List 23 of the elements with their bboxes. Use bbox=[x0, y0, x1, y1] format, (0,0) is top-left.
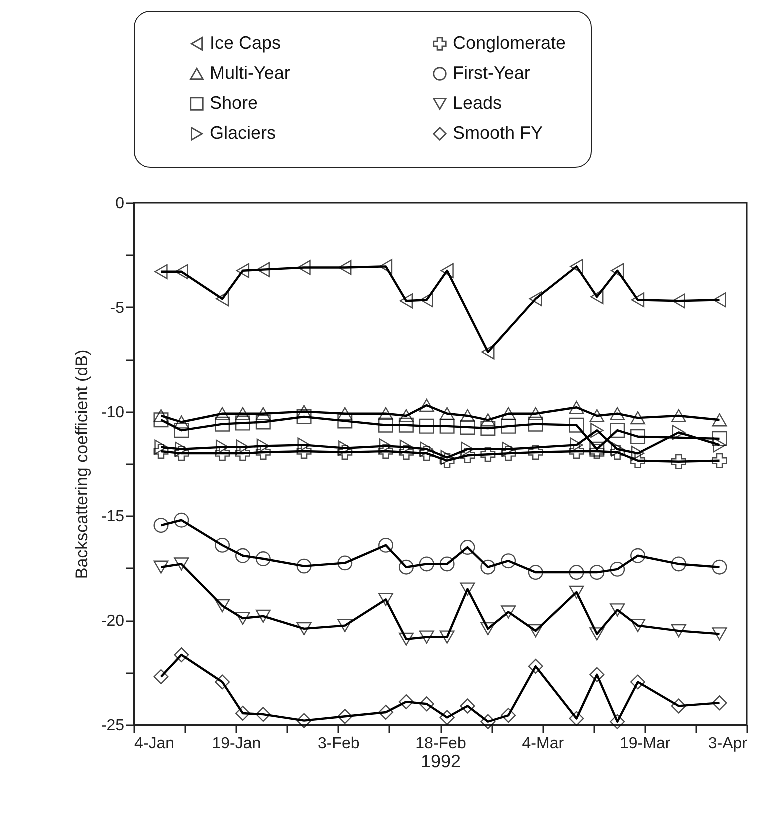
x-tick-label: 4-Jan bbox=[134, 736, 175, 752]
y-tick-label: -10 bbox=[101, 404, 125, 422]
y-axis-title: Backscattering coefficient (dB) bbox=[72, 350, 92, 580]
legend-label: Ice Caps bbox=[210, 33, 282, 53]
y-tick-label: -5 bbox=[110, 300, 125, 317]
x-tick-label: 3-Feb bbox=[318, 736, 360, 752]
x-tick-label: 19-Mar bbox=[620, 736, 672, 752]
legend-label: Shore bbox=[210, 93, 258, 113]
y-tick-label: 0 bbox=[116, 196, 125, 212]
x-axis-title: 1992 bbox=[420, 752, 462, 772]
legend-label: Conglomerate bbox=[453, 33, 566, 53]
y-tick-label: -25 bbox=[101, 718, 125, 734]
y-tick-label: -15 bbox=[101, 508, 125, 526]
y-tick-label: -20 bbox=[101, 613, 125, 630]
legend-label: Leads bbox=[453, 93, 502, 113]
x-tick-label: 3-Apr bbox=[708, 736, 748, 752]
legend-label: Smooth FY bbox=[453, 123, 544, 143]
legend-label: Glaciers bbox=[210, 123, 276, 143]
x-tick-label: 18-Feb bbox=[416, 736, 466, 752]
x-tick-label: 19-Jan bbox=[212, 736, 262, 752]
x-tick-label: 4-Mar bbox=[522, 736, 565, 752]
legend-label: Multi-Year bbox=[210, 63, 290, 83]
legend-label: First-Year bbox=[453, 63, 530, 83]
